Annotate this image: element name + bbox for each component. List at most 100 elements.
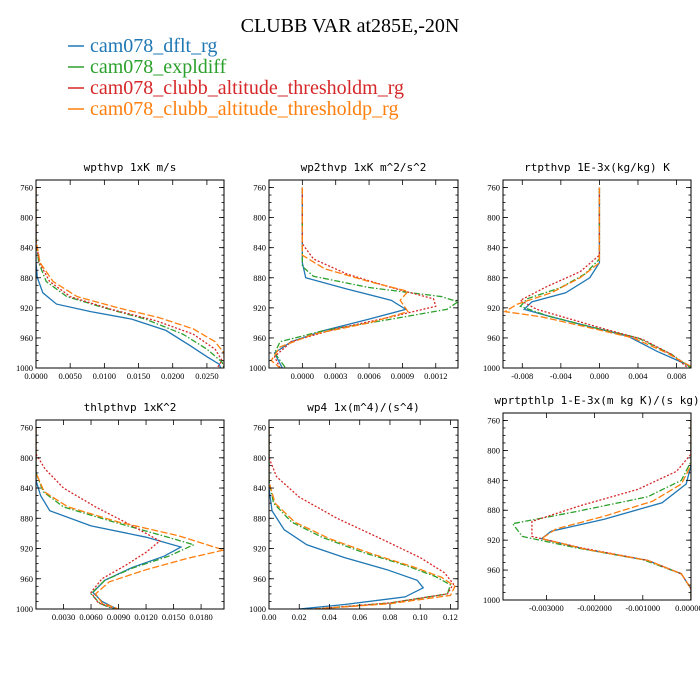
y-tick-label: 960 <box>20 333 33 343</box>
y-tick-label: 920 <box>253 303 266 313</box>
y-tick-label: 880 <box>253 513 266 523</box>
x-tick-label: 0.0250 <box>195 371 218 381</box>
x-tick-label: 0.04 <box>322 612 338 622</box>
y-tick-label: 960 <box>20 574 33 584</box>
series-line <box>531 420 691 600</box>
y-tick-label: 880 <box>487 505 500 515</box>
legend-label: cam078_expldiff <box>90 56 227 78</box>
x-tick-label: 0.08 <box>383 612 398 622</box>
series-line <box>522 187 691 368</box>
series-line <box>36 187 224 368</box>
x-tick-label: 0.008 <box>667 371 686 381</box>
x-tick-label: 0.0090 <box>107 612 130 622</box>
y-tick-label: 880 <box>20 273 33 283</box>
x-tick-label: 0.00 <box>262 612 277 622</box>
x-tick-label: 0.0030 <box>52 612 75 622</box>
x-tick-label: 0.0003 <box>324 371 347 381</box>
series-line <box>519 187 691 368</box>
y-tick-label: 1000 <box>483 363 500 373</box>
chart-panel: wp2thvp 1xK m^2/s^2 760 800 840 880 920 960 100… <box>249 161 459 381</box>
y-tick-label: 840 <box>487 475 500 485</box>
x-tick-label: -0.002000 <box>577 603 612 613</box>
panel-frame <box>502 412 692 601</box>
series-line <box>36 427 196 609</box>
x-tick-label: 0.0200 <box>161 371 184 381</box>
y-tick-label: 1000 <box>16 363 33 373</box>
x-tick-label: 0.0150 <box>127 371 150 381</box>
x-tick-label: 0.0100 <box>93 371 116 381</box>
y-tick-label: 920 <box>20 303 33 313</box>
y-tick-label: 760 <box>487 183 500 193</box>
series-line <box>518 187 689 368</box>
figure-title: CLUBB VAR at285E,-20N <box>241 15 460 37</box>
panel-title: wpthvp 1xK m/s <box>84 161 177 174</box>
y-tick-label: 1000 <box>249 604 266 614</box>
y-tick-label: 760 <box>487 415 500 425</box>
y-tick-label: 880 <box>253 273 266 283</box>
x-tick-label: 0.0012 <box>424 371 447 381</box>
y-tick-label: 880 <box>20 513 33 523</box>
y-tick-label: 840 <box>487 243 500 253</box>
y-tick-label: 920 <box>253 544 266 554</box>
chart-panel: rtpthvp 1E-3x(kg/kg) K 760 800 840 880 920 960… <box>483 161 692 381</box>
x-tick-label: 0.0150 <box>162 612 185 622</box>
x-tick-label: 0.0060 <box>79 612 102 622</box>
x-tick-label: 0.02 <box>292 612 307 622</box>
y-tick-label: 1000 <box>249 363 266 373</box>
x-tick-label: -0.003000 <box>529 603 564 613</box>
panel-title: wp4 1x(m^4)/(s^4) <box>307 401 420 414</box>
y-tick-label: 760 <box>253 423 266 433</box>
panel-frame <box>268 419 459 610</box>
y-tick-label: 800 <box>253 453 266 463</box>
x-tick-label: 0.0050 <box>58 371 81 381</box>
x-tick-label: 0.000 <box>590 371 609 381</box>
panel-title: wprtpthlp 1-E-3x(m kg K)/(s kg) <box>494 394 699 407</box>
series-line <box>503 187 691 368</box>
panel-title: wp2thvp 1xK m^2/s^2 <box>301 161 427 174</box>
series-line <box>36 427 224 609</box>
x-tick-label: 0.0009 <box>391 371 414 381</box>
x-tick-label: 0.0120 <box>134 612 157 622</box>
y-tick-label: 840 <box>253 243 266 253</box>
series-line <box>539 420 691 600</box>
y-tick-label: 960 <box>487 333 500 343</box>
series-line <box>511 420 691 600</box>
y-tick-label: 960 <box>487 565 500 575</box>
panel-frame <box>502 179 692 369</box>
y-tick-label: 880 <box>487 273 500 283</box>
series-line <box>269 427 456 609</box>
y-tick-label: 920 <box>20 544 33 554</box>
series-line <box>36 427 161 609</box>
series-line <box>269 427 425 609</box>
y-tick-label: 1000 <box>16 604 33 614</box>
series-line <box>269 427 452 609</box>
series-line <box>36 187 222 368</box>
x-tick-label: -0.001000 <box>625 603 660 613</box>
legend-label: cam078_clubb_altitude_thresholdm_rg <box>90 77 404 99</box>
panel-frame <box>35 419 225 610</box>
y-tick-label: 960 <box>253 574 266 584</box>
series-line <box>269 427 455 609</box>
legend-label: cam078_clubb_altitude_thresholdp_rg <box>90 98 398 120</box>
x-tick-label: 0.0000 <box>291 371 314 381</box>
chart-panel: wpthvp 1xK m/s76080084088092096010000.00… <box>16 161 225 381</box>
x-tick-label: 0.10 <box>413 612 428 622</box>
chart-panel: thlpthvp 1xK^2 760 800 840 880 920 960 1000 0.00… <box>16 401 225 622</box>
panel-frame <box>268 179 459 369</box>
panel-frame <box>35 179 225 369</box>
y-tick-label: 800 <box>20 453 33 463</box>
y-tick-label: 920 <box>487 303 500 313</box>
series-line <box>540 420 691 600</box>
x-tick-label: 0.12 <box>443 612 458 622</box>
y-tick-label: 960 <box>253 333 266 343</box>
series-line <box>36 187 223 368</box>
x-tick-label: 0.004 <box>628 371 648 381</box>
y-tick-label: 800 <box>253 213 266 223</box>
series-line <box>270 187 410 368</box>
chart-panel: wprtpthlp 1-E-3x(m kg K)/(s kg) 760 800 840… <box>483 394 700 613</box>
y-tick-label: 1000 <box>483 595 500 605</box>
x-tick-label: 0.0180 <box>189 612 212 622</box>
y-tick-label: 760 <box>253 183 266 193</box>
y-tick-label: 800 <box>487 213 500 223</box>
